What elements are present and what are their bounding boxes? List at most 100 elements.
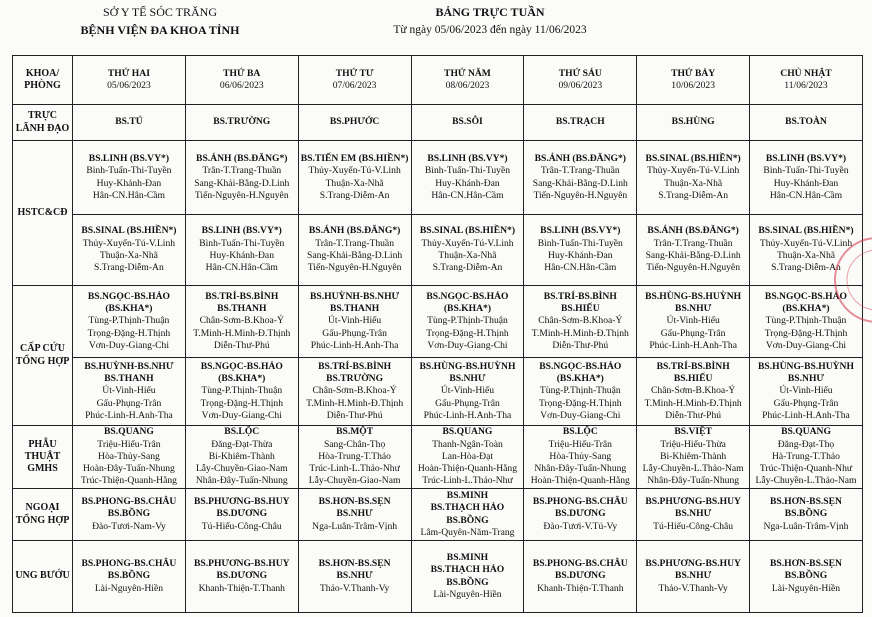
shift-line: Bình-Tuấn-Thi-Tuyền — [86, 165, 172, 177]
shift-line: BS.DƯƠNG — [555, 508, 606, 520]
shift-line: Hân-CN.Hân-Cầm — [92, 189, 166, 201]
header-row: KHOA/ PHÒNG THỨ HAI 05/06/2023 THỨ BA 06/06/… — [12, 55, 863, 105]
day-date: 07/06/2023 — [332, 80, 377, 91]
shift-line: BS.HƠN-BS.SẸN — [318, 496, 391, 508]
shift-line: BS.NHƯ — [787, 373, 825, 385]
shift-cell: BS.MINH BS.THẠCH HẢO BS.BỒNG Lài-Nguyên-Hiề… — [410, 540, 525, 613]
shift-line: Vơn-Duy-Giang-Chi — [540, 409, 621, 421]
day-header: THỨ HAI 05/06/2023 — [72, 55, 186, 105]
header-right: BẢNG TRỰC TUẦN Từ ngày 05/06/2023 đến ng… — [370, 3, 610, 39]
shift-line: Lẫy-Chuyền-Giao-Nam — [308, 475, 401, 487]
shift-line: Sang-Chân-Thọ — [323, 438, 386, 450]
shift-line: BS.NGỌC-BS.HẢO — [200, 360, 283, 372]
shift-line: Khanh-Thiện-T.Thanh — [537, 582, 624, 594]
shift-line: BS.ÁNH (BS.ĐĂNG*) — [647, 225, 739, 237]
shift-line: Vơn-Duy-Giang-Chi — [765, 339, 847, 351]
shift-cell: BS.HƠN-BS.SẸN BS.BỒNG Nga-Luân-Trâm-Vịnh — [749, 488, 863, 541]
shift-line: S.Trang-Diễm-An — [771, 262, 841, 274]
shift-cell: BS.TÚ — [72, 104, 186, 141]
shift-line: Trọng-Đặng-H.Thịnh — [200, 397, 284, 409]
roster-row: CẤP CỨU TỔNG HỢP BS.NGỌC-BS.HẢO (BS.KHA*) T… — [12, 285, 863, 426]
day-name: THỨ BẢY — [671, 67, 716, 79]
shift-line: BS.SINAL (BS.HIỀN*) — [758, 225, 854, 237]
shift-line: BS.THẠCH HẢO — [430, 502, 505, 514]
day-name: THỨ BA — [223, 67, 261, 79]
shift-line: Thủy-Xuyến-Tú-V.Linh — [647, 165, 740, 177]
shift-line: T.Minh-H.Minh-Đ.Thịnh — [306, 397, 404, 409]
shift-line: (BS.KHA*) — [782, 303, 830, 315]
day-name: THỨ SÁU — [558, 67, 602, 79]
shift-line: BS.QUANG — [781, 426, 831, 438]
shift-line: BS.NGỌC-BS.HẢO — [426, 290, 509, 302]
shift-line: BS.BỒNG — [446, 576, 489, 588]
shift-cell: BS.PHƯƠNG-BS.HUY BS.DƯƠNG Tú-Hiếu-Công-Châ… — [184, 488, 299, 541]
department: NGOẠI TỔNG HỢP — [12, 488, 73, 541]
shift-line: BS.NHƯ — [336, 570, 373, 582]
department: HSTC&CĐ — [12, 140, 73, 286]
shift-line: Thủy-Xuyến-Tú-V.Linh — [759, 237, 853, 249]
shift-cell: BS.PHƯỚC — [297, 104, 412, 141]
shift-line: Thuận-Xa-Nhã — [325, 177, 384, 189]
shift-line: Lẫy-Chuyền-L.Thảo-Nam — [642, 463, 744, 475]
day-name: THỨ HAI — [107, 67, 150, 79]
shift-cell: BS.NGỌC-BS.HẢO (BS.KHA*) Tùng-P.Thịnh-Thuậ… — [184, 357, 299, 426]
shift-line: BS.THẠCH HẢO — [430, 564, 505, 576]
shift-line: Huy-Khánh-Đan — [435, 177, 500, 189]
shift-line: BS.SÔI — [452, 116, 483, 128]
shift-cell: BS.TRÍ-BS.BÌNH BS.TRƯỜNG Chân-Sơm-B.Khoa-Ý… — [297, 357, 412, 426]
shift-cell: BS.TOÀN — [749, 104, 863, 141]
shift-line: Hà-Trung-T.Thảo — [772, 450, 840, 462]
shift-line: BS.DƯƠNG — [216, 570, 268, 582]
shift-line: BS.TRẠCH — [555, 116, 605, 128]
day-header: THỨ BA 06/06/2023 — [184, 55, 299, 105]
shift-line: Nhân-Đây-Tuấn-Nhung — [534, 463, 627, 475]
shift-line: Phúc-Linh-H.Anh-Tha — [762, 409, 850, 421]
shift-line: Gấu-Phụng-Trân — [435, 397, 500, 409]
roster-row: PHẪU THUẬT GMHS BS.QUANG Triệu-Hiếu-Trân Hò… — [12, 425, 863, 489]
shift-line: Gấu-Phụng-Trân — [660, 327, 726, 339]
shift-line: Huy-Khánh-Đan — [209, 250, 274, 261]
shift-line: Sang-Khải-Bằng-D.Linh — [307, 250, 403, 261]
shift-line: BS.NHƯ — [675, 570, 712, 582]
roster-row: NGOẠI TỔNG HỢP BS.PHONG-BS.CHÂU BS.BỒNG Đào… — [12, 488, 863, 541]
shift-line: BS.HÙNG-BS.HUỲNH — [419, 360, 516, 372]
shift-line: Tiến-Nguyên-H.Nguyên — [194, 189, 289, 201]
shift-line: Phúc-Linh-H.Anh-Tha — [423, 409, 512, 421]
shift-line: BS.NHƯ — [675, 303, 712, 315]
shift-line: BS.LINH (BS.VY*) — [427, 152, 508, 164]
shift-cell: BS.HƠN-BS.SẸN BS.NHƯ Thảo-V.Thanh-Vy — [297, 540, 412, 613]
dept-header: KHOA/ PHÒNG — [12, 55, 73, 105]
shift-line: Tiến-Nguyên-H.Nguyên — [533, 189, 628, 201]
shift-cell: BS.QUANG Thanh-Ngân-Toàn Lan-Hòa-Đạt Hoàn-T… — [410, 425, 525, 489]
shift-line: Trúc-Linh-L.Thảo-Như — [309, 463, 400, 475]
shift-cell: BS.MINH BS.THẠCH HẢO BS.BỒNG Lâm-Quyên-Năm-… — [410, 488, 525, 541]
shift-line: BS.HUỲNH-BS.NHƯ — [84, 360, 174, 372]
shift-line: S.Trang-Diễm-An — [319, 189, 390, 201]
shift-line: Khanh-Thiện-T.Thanh — [198, 582, 285, 594]
day-date: 09/06/2023 — [558, 80, 603, 91]
shift-line: BS.LINH (BS.VY*) — [765, 152, 847, 164]
shift-line: Lẫy-Chuyền-L.Thảo-Nam — [755, 475, 857, 487]
shift-line: BS.DƯƠNG — [555, 570, 606, 582]
shift-line: BS.PHƯƠNG-BS.HUY — [645, 558, 741, 570]
shift-line: Tùng-P.Thịnh-Thuận — [201, 385, 283, 397]
shift-cell: BS.TRẠCH — [523, 104, 638, 141]
shift-line: Út-Vinh-Hiếu — [666, 315, 720, 327]
shift-line: Trúc-Thiện-Quanh-Như — [759, 463, 853, 475]
shift-cell: BS.TIẾN EM (BS.HIỀN*) Thủy-Xuyến-Tú-V.Lin… — [297, 140, 412, 215]
shift-line: Chân-Sơm-B.Khoa-Ý — [199, 315, 284, 327]
shift-line: Trân-T.Trang-Thuần — [315, 237, 394, 249]
shift-line: (BS.KHA*) — [218, 373, 266, 385]
shift-line: Út-Vinh-Hiếu — [440, 385, 495, 397]
shift-cell: BS.TRƯỜNG — [184, 104, 299, 141]
shift-line: BS.LỘC — [224, 426, 260, 438]
date-range: Từ ngày 05/06/2023 đến ngày 11/06/2023 — [393, 24, 587, 36]
shift-line: BS.QUANG — [104, 426, 154, 438]
shift-line: BS.NHƯ — [675, 508, 712, 520]
shift-line: Út-Vinh-Hiếu — [102, 385, 156, 397]
shift-line: BS.LINH (BS.VY*) — [540, 225, 621, 237]
shift-line: Triệu-Hiếu-Thừa — [660, 438, 726, 450]
shift-line: BS.NHƯ — [449, 373, 486, 385]
shift-line: Sang-Khải-Bằng-D.Linh — [532, 177, 628, 189]
shift-line: BS.TRƯỜNG — [213, 116, 271, 128]
